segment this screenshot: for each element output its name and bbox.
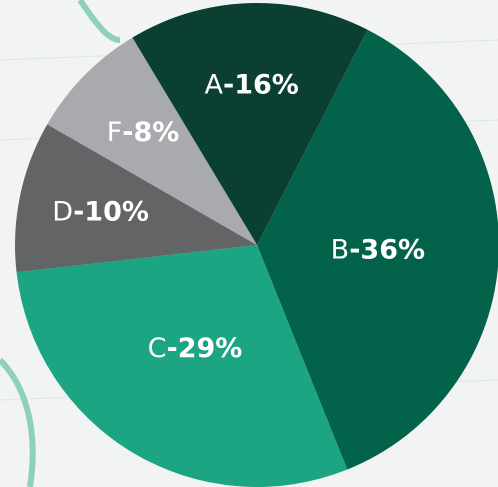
- category-label: D: [52, 196, 73, 227]
- label-separator: -: [223, 69, 234, 100]
- slice-label: C-29%: [148, 332, 243, 363]
- value-label: 29%: [178, 332, 243, 363]
- label-separator: -: [73, 196, 84, 227]
- slice-label: D-10%: [52, 196, 149, 227]
- pie-slice: [16, 245, 348, 487]
- pie-slice: [257, 29, 498, 470]
- pie-slice: [47, 37, 257, 245]
- pie-slice: [15, 124, 257, 273]
- category-label: C: [148, 332, 167, 363]
- label-separator: -: [349, 234, 360, 265]
- value-label: 10%: [84, 196, 149, 227]
- slice-label: B-36%: [331, 234, 425, 265]
- value-label: 36%: [360, 234, 425, 265]
- slice-label: F-8%: [107, 117, 180, 148]
- pie-slice: [132, 2, 368, 245]
- category-label: B: [331, 234, 350, 265]
- category-label: A: [205, 69, 224, 100]
- label-separator: -: [122, 117, 133, 148]
- label-separator: -: [167, 332, 178, 363]
- value-label: 8%: [133, 117, 179, 148]
- slice-label: A-16%: [205, 69, 299, 100]
- category-label: F: [107, 117, 123, 148]
- value-label: 16%: [234, 69, 299, 100]
- pie: A-16%B-36%C-29%D-10%F-8%: [15, 2, 498, 487]
